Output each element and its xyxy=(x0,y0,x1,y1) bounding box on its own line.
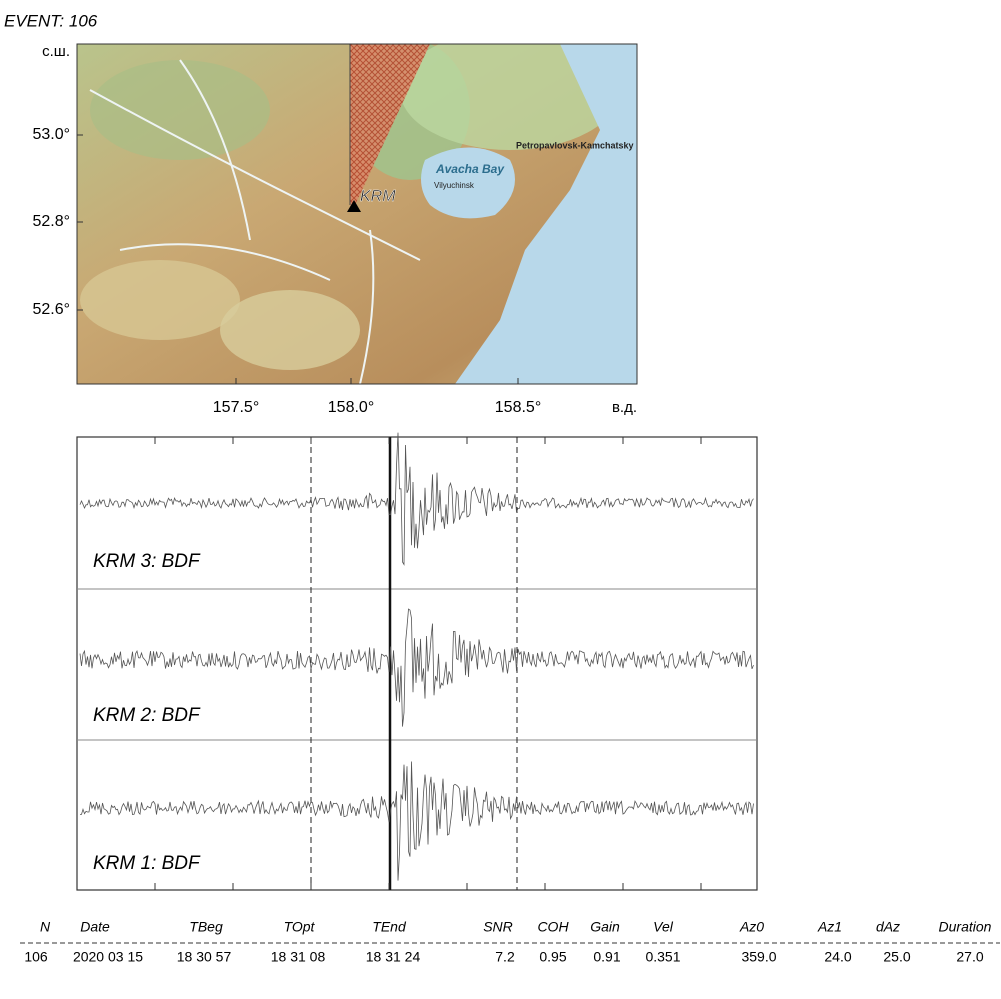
table-cell: 0.351 xyxy=(645,949,680,965)
trace-label: KRM 3: BDF xyxy=(93,551,201,572)
column-header: Vel xyxy=(653,919,674,935)
map: KRM Avacha Bay Petropavlovsk-Kamchatsky … xyxy=(77,30,637,384)
seismograms: KRM 3: BDF KRM 2: BDF KRM 1: BDF xyxy=(77,433,757,890)
lat-label: 52.6° xyxy=(32,301,70,318)
column-header: N xyxy=(40,919,51,935)
lon-label: 158.0° xyxy=(328,399,374,416)
table-cell: 0.91 xyxy=(593,949,620,965)
lat-label: 52.8° xyxy=(32,213,70,230)
column-header: TBeg xyxy=(189,919,223,935)
table-cell: 7.2 xyxy=(495,949,515,965)
column-header: TEnd xyxy=(372,919,407,935)
table: N Date TBeg TOpt TEnd SNR COH Gain Vel Az0 Az1 dAz D… xyxy=(20,919,1000,965)
trace-label: KRM 2: BDF xyxy=(93,705,201,726)
column-header: SNR xyxy=(483,919,513,935)
table-cell: 18 30 57 xyxy=(177,949,232,965)
table-cell: 359.0 xyxy=(741,949,776,965)
trace-label: KRM 1: BDF xyxy=(93,853,201,874)
place-label: Vilyuchinsk xyxy=(434,181,475,190)
column-header: Gain xyxy=(590,919,620,935)
table-cell: 24.0 xyxy=(824,949,851,965)
column-header: dAz xyxy=(876,919,900,935)
lat-labels: 53.0° 52.8° 52.6° xyxy=(32,126,83,318)
table-cell: 18 31 24 xyxy=(366,949,421,965)
event-title: EVENT: 106 xyxy=(4,11,98,30)
place-label: Avacha Bay xyxy=(435,162,505,176)
column-header: TOpt xyxy=(284,919,316,935)
lon-unit: в.д. xyxy=(612,399,637,416)
table-cell: 106 xyxy=(24,949,48,965)
place-label: Petropavlovsk-Kamchatsky xyxy=(516,140,634,150)
column-header: Date xyxy=(80,919,110,935)
column-header: Duration xyxy=(939,919,992,935)
station-label: KRM xyxy=(360,188,396,205)
column-header: Az0 xyxy=(739,919,764,935)
table-cell: 27.0 xyxy=(956,949,983,965)
lat-unit: с.ш. xyxy=(42,43,70,60)
lat-label: 53.0° xyxy=(32,126,70,143)
table-cell: 18 31 08 xyxy=(271,949,326,965)
table-cell: 2020 03 15 xyxy=(73,949,143,965)
column-header: COH xyxy=(537,919,569,935)
lon-label: 158.5° xyxy=(495,399,541,416)
figure: EVENT: 106 KRM Avacha Bay Petropavlovsk-… xyxy=(0,0,1001,994)
column-header: Az1 xyxy=(817,919,842,935)
table-cell: 25.0 xyxy=(883,949,910,965)
lon-label: 157.5° xyxy=(213,399,259,416)
table-cell: 0.95 xyxy=(539,949,566,965)
